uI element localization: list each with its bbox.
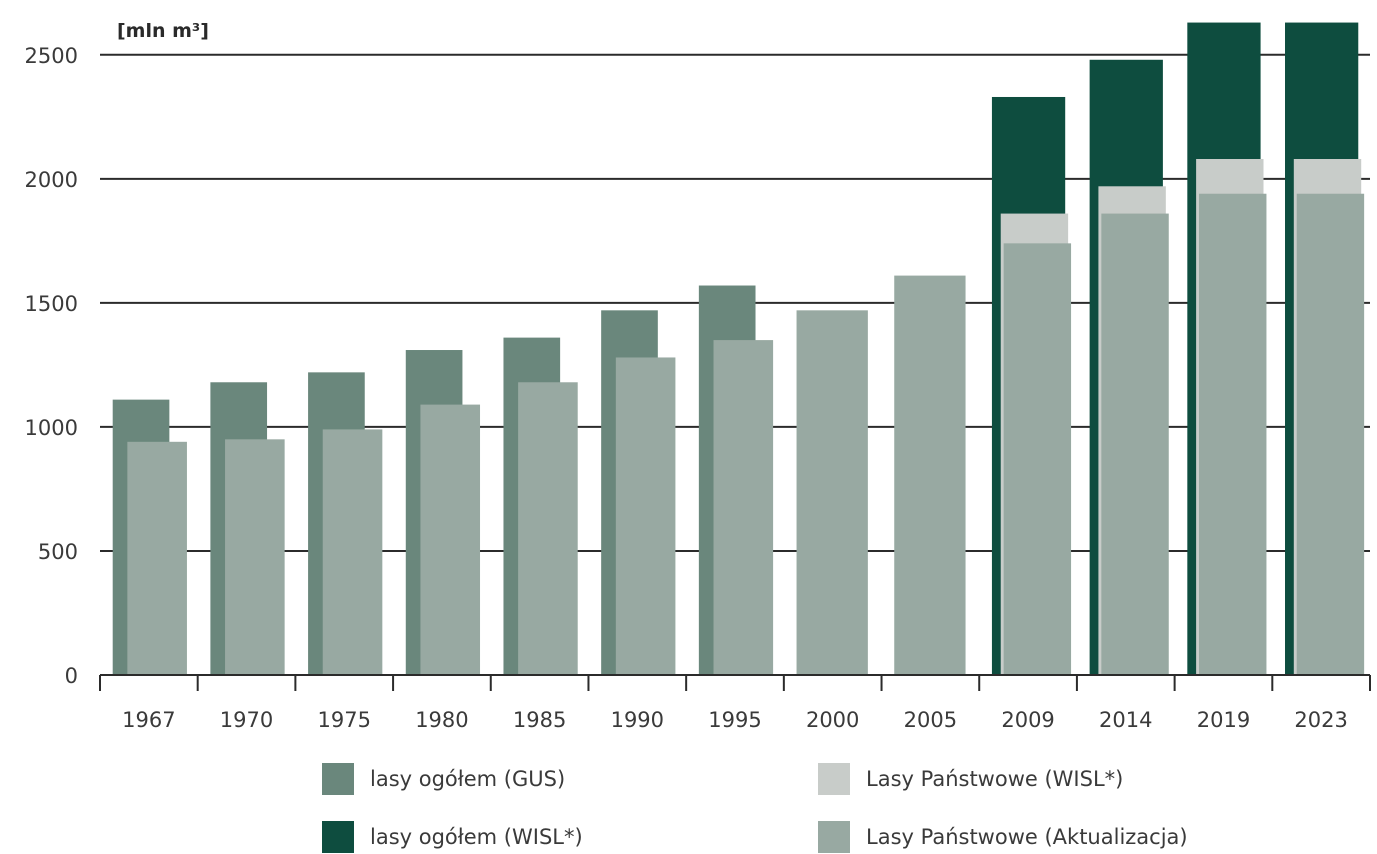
- x-tick-label-1967: 1967: [122, 708, 175, 732]
- x-tick-label-1970: 1970: [220, 708, 273, 732]
- x-tick-label-1985: 1985: [513, 708, 566, 732]
- x-tick-label-2000: 2000: [806, 708, 859, 732]
- y-tick-label-1000: 1000: [25, 416, 78, 440]
- bar-lp-aktualizacja-2005: [894, 275, 966, 675]
- bar-lp-aktualizacja-1975: [322, 429, 383, 675]
- bar-lp-aktualizacja-2014: [1101, 213, 1169, 676]
- x-tick-label-1995: 1995: [708, 708, 761, 732]
- bar-lp-aktualizacja-2009: [1003, 243, 1072, 675]
- bar-lp-aktualizacja-1990: [615, 357, 676, 675]
- y-tick-label-2500: 2500: [25, 44, 78, 68]
- x-tick-label-2009: 2009: [1001, 708, 1054, 732]
- x-tick-label-1990: 1990: [611, 708, 664, 732]
- y-tick-label-2000: 2000: [25, 168, 78, 192]
- bar-lp-aktualizacja-2019: [1199, 193, 1267, 675]
- bar-lp-aktualizacja-2023: [1296, 193, 1365, 675]
- x-tick-label-2005: 2005: [904, 708, 957, 732]
- x-tick-label-2023: 2023: [1294, 708, 1347, 732]
- x-tick-label-1975: 1975: [318, 708, 371, 732]
- y-tick-label-1500: 1500: [25, 292, 78, 316]
- y-axis-unit-label: [mln m³]: [117, 20, 209, 42]
- x-tick-label-1980: 1980: [415, 708, 468, 732]
- bar-lp-aktualizacja-1967: [127, 441, 187, 675]
- bar-lp-aktualizacja-1995: [713, 340, 774, 675]
- y-tick-label-500: 500: [38, 540, 78, 564]
- axes: 0 500 1000 1500 2000 2500 1967 1970 1975 1980 1985…: [25, 44, 1371, 732]
- bar-lp-aktualizacja-1985: [518, 382, 578, 675]
- bar-lp-aktualizacja-1980: [420, 404, 481, 675]
- bar-lp-aktualizacja-1970: [225, 439, 285, 675]
- x-tick-label-2014: 2014: [1099, 708, 1152, 732]
- bars: [112, 22, 1365, 676]
- y-tick-label-0: 0: [65, 664, 78, 688]
- bar-lp-aktualizacja-2000: [796, 310, 868, 675]
- x-tick-label-2019: 2019: [1197, 708, 1250, 732]
